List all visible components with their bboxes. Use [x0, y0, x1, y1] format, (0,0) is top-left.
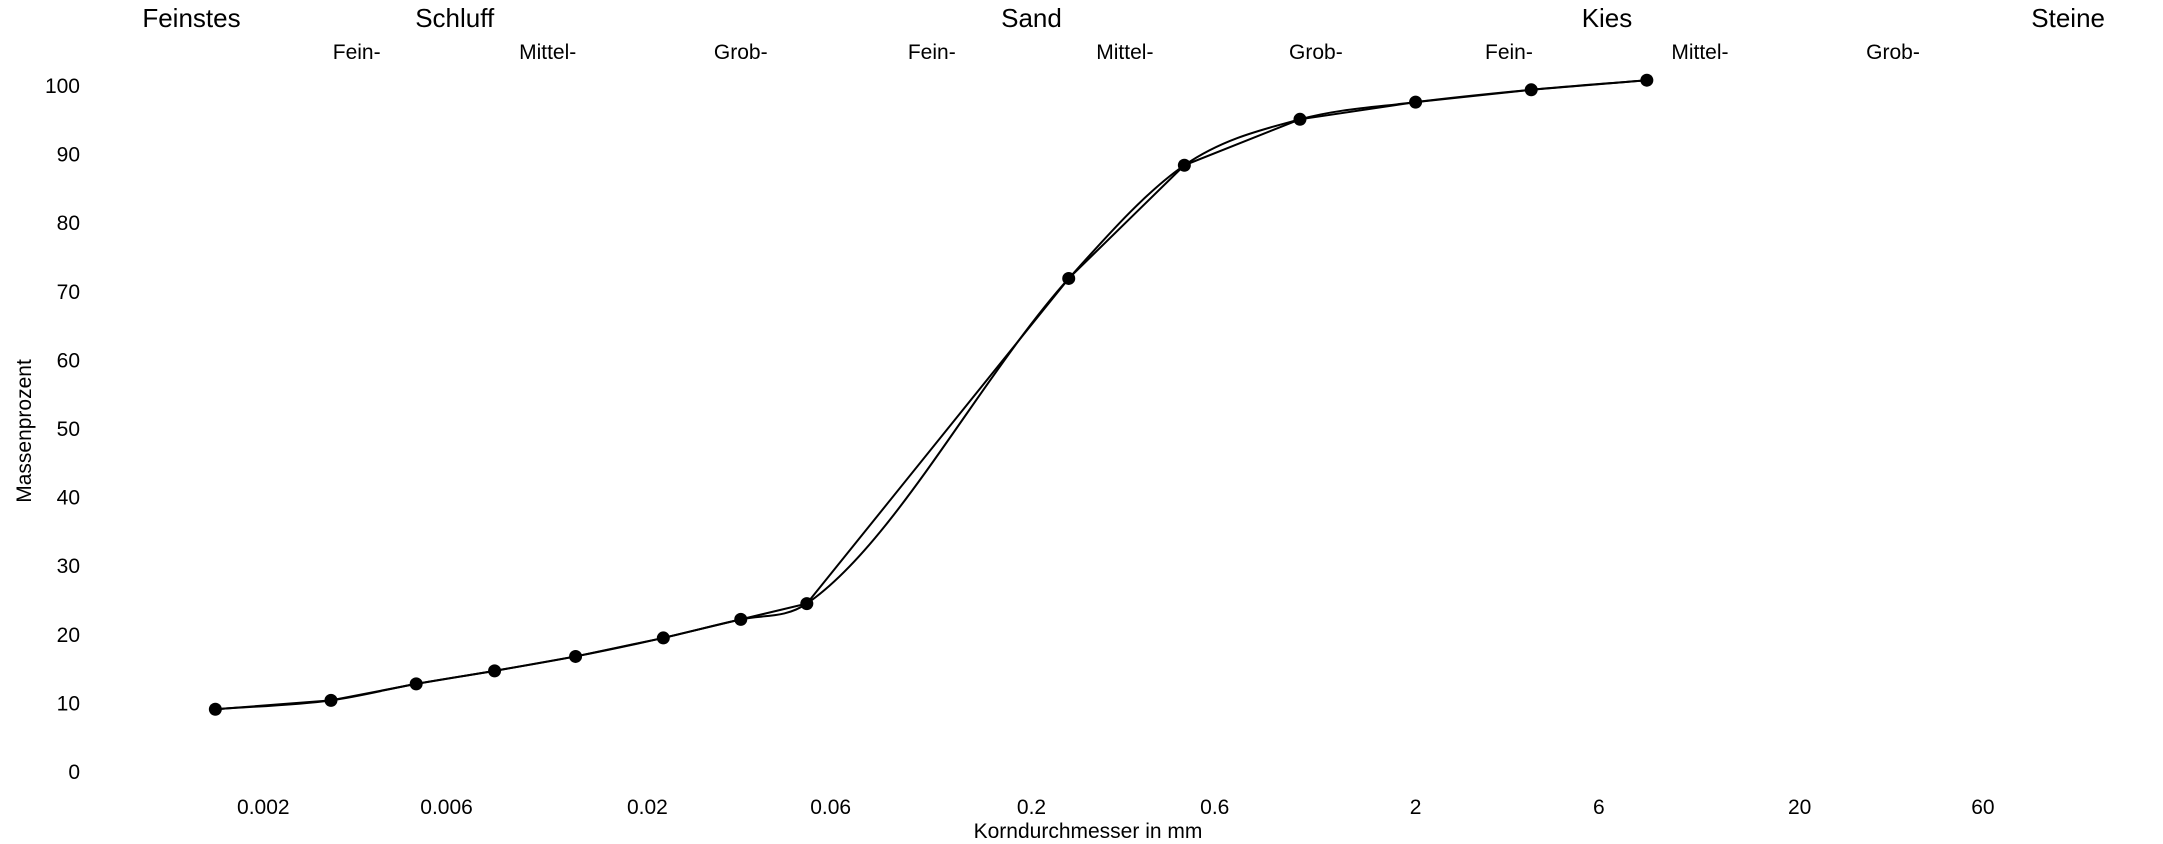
class-sub-label: Grob-	[714, 41, 768, 64]
class-sub-label: Fein-	[333, 41, 381, 64]
y-tick-label: 50	[57, 418, 80, 441]
series-smooth-curve	[215, 79, 1647, 711]
class-sub-label: Mittel-	[1096, 41, 1153, 64]
y-tick-label: 0	[68, 761, 80, 784]
x-tick-label: 60	[1971, 796, 1994, 819]
x-axis-tick-labels: 0.002 0.006 0.02 0.06 0.2 0.6 2 6 20 60	[237, 796, 1995, 819]
y-tick-label: 40	[57, 487, 80, 510]
y-axis-label: Massenprozent	[13, 359, 36, 503]
class-sub-label: Mittel-	[519, 41, 576, 64]
y-tick-label: 90	[57, 144, 80, 167]
class-main-label: Schluff	[415, 3, 495, 33]
series-polyline	[215, 79, 1647, 711]
x-tick-label: 0.02	[627, 796, 668, 819]
series-layer	[208, 73, 1654, 716]
y-tick-label: 20	[57, 624, 80, 647]
class-main-label: Sand	[1001, 3, 1062, 33]
class-sub-label: Fein-	[1485, 41, 1533, 64]
x-tick-label: 0.2	[1017, 796, 1046, 819]
x-tick-label: 6	[1593, 796, 1605, 819]
x-tick-label: 0.006	[420, 796, 473, 819]
classification-sub-labels: Fein- Mittel- Grob- Fein- Mittel- Grob- Fein- M…	[333, 41, 1920, 64]
class-sub-label: Grob-	[1866, 41, 1920, 64]
x-axis-label: Korndurchmesser in mm	[974, 820, 1203, 843]
classification-main-labels: Feinstes Schluff Sand Kies Steine	[142, 3, 2105, 33]
class-sub-label: Mittel-	[1671, 41, 1728, 64]
y-tick-label: 100	[45, 75, 80, 98]
class-main-label: Kies	[1582, 3, 1633, 33]
x-tick-label: 0.6	[1200, 796, 1229, 819]
y-tick-label: 30	[57, 555, 80, 578]
class-sub-label: Grob-	[1289, 41, 1343, 64]
x-tick-label: 20	[1788, 796, 1811, 819]
y-tick-label: 70	[57, 281, 80, 304]
x-tick-label: 0.002	[237, 796, 290, 819]
y-tick-label: 60	[57, 349, 80, 372]
class-main-label: Feinstes	[142, 3, 240, 33]
y-tick-label: 80	[57, 212, 80, 235]
y-tick-label: 10	[57, 692, 80, 715]
x-tick-label: 0.06	[810, 796, 851, 819]
x-tick-label: 2	[1410, 796, 1422, 819]
y-axis-tick-labels: 0 10 20 30 40 50 60 70 80 90 100	[45, 75, 80, 784]
class-main-label: Steine	[2031, 3, 2105, 33]
class-sub-label: Fein-	[908, 41, 956, 64]
